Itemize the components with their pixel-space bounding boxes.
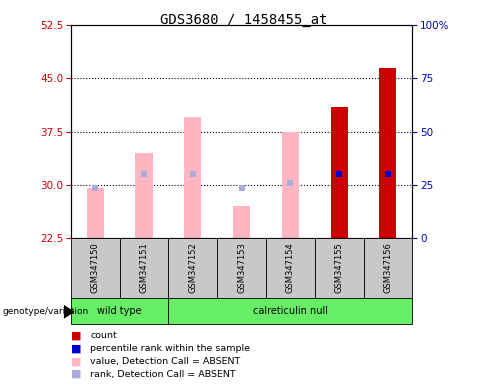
Bar: [331, 107, 347, 238]
Text: count: count: [90, 331, 117, 341]
Text: ■: ■: [71, 356, 81, 366]
Bar: [87, 189, 104, 238]
Polygon shape: [64, 305, 75, 319]
Text: rank, Detection Call = ABSENT: rank, Detection Call = ABSENT: [90, 369, 236, 379]
Bar: [315, 238, 364, 298]
Text: ■: ■: [71, 344, 81, 354]
Bar: [380, 68, 396, 238]
Bar: [135, 153, 152, 238]
Bar: [71, 238, 120, 298]
Text: GDS3680 / 1458455_at: GDS3680 / 1458455_at: [160, 13, 328, 27]
Text: wild type: wild type: [97, 306, 142, 316]
Bar: [120, 238, 168, 298]
Text: GSM347153: GSM347153: [237, 242, 246, 293]
Text: GSM347154: GSM347154: [286, 242, 295, 293]
Bar: [282, 131, 299, 238]
Text: GSM347155: GSM347155: [335, 242, 344, 293]
Text: ■: ■: [71, 331, 81, 341]
Text: value, Detection Call = ABSENT: value, Detection Call = ABSENT: [90, 357, 241, 366]
Text: GSM347156: GSM347156: [384, 242, 392, 293]
Bar: [364, 238, 412, 298]
Text: percentile rank within the sample: percentile rank within the sample: [90, 344, 250, 353]
Bar: [217, 238, 266, 298]
Text: calreticulin null: calreticulin null: [253, 306, 328, 316]
Text: genotype/variation: genotype/variation: [2, 307, 89, 316]
Text: GSM347150: GSM347150: [91, 242, 100, 293]
Text: GSM347152: GSM347152: [188, 242, 197, 293]
Bar: [184, 118, 201, 238]
Bar: [71, 298, 168, 324]
Bar: [266, 238, 315, 298]
Bar: [168, 298, 412, 324]
Bar: [168, 238, 217, 298]
Bar: [233, 206, 250, 238]
Text: ■: ■: [71, 369, 81, 379]
Text: GSM347151: GSM347151: [140, 242, 148, 293]
